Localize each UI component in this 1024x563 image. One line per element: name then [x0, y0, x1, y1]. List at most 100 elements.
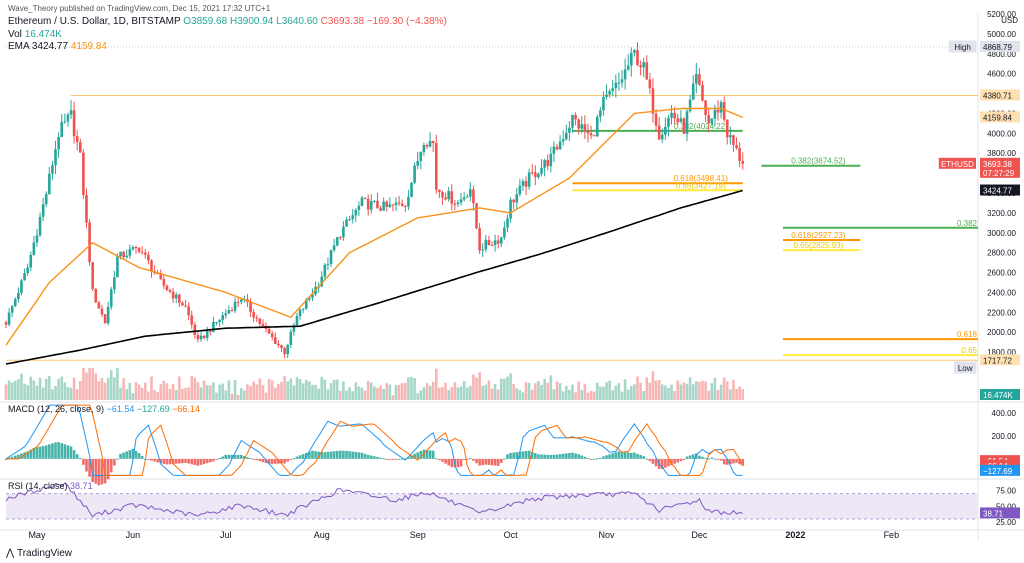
candle-body: [239, 299, 243, 302]
fib-level-label: 0.382(3674.52): [791, 157, 846, 166]
macd-hist-bar: [128, 450, 132, 459]
candle-body: [26, 267, 29, 274]
candle-body: [373, 200, 376, 202]
volume-bar: [673, 391, 676, 400]
price-tag-label-box: [938, 157, 976, 169]
candle-body: [150, 260, 153, 272]
macd-hist-bar: [345, 450, 348, 459]
macd-hist-bar: [537, 454, 540, 459]
candle-body: [438, 189, 441, 193]
volume-bar: [360, 387, 364, 400]
macd-hist-bar: [78, 458, 82, 460]
price-tag-label: Low: [958, 364, 973, 373]
candle-body: [400, 203, 404, 206]
volume-bar: [246, 384, 249, 400]
macd-hist-bar: [113, 458, 116, 466]
macd-hist-bar: [670, 458, 673, 466]
candle-body: [695, 74, 698, 84]
candle-body: [719, 102, 723, 113]
volume-bar: [496, 389, 500, 400]
volume-bar: [57, 378, 60, 400]
macd-hist-bar: [487, 458, 491, 465]
volume-bar: [48, 376, 51, 400]
candle-body: [41, 204, 45, 217]
volume-bar: [450, 387, 454, 400]
ohlc-change: −169.30 (−4.38%): [366, 16, 447, 27]
volume-bar: [599, 386, 602, 400]
time-tick-label: Oct: [504, 530, 519, 540]
price-tick-label: 5000.00: [987, 30, 1016, 39]
candle-body: [366, 198, 370, 210]
volume-bar: [181, 388, 184, 400]
volume-bar: [623, 379, 627, 400]
macd-hist-bar: [20, 453, 23, 459]
volume-bar: [94, 373, 98, 400]
candle-body: [91, 262, 94, 289]
price-tag-countdown: 07:27:29: [983, 169, 1015, 178]
macd-hist-bar: [397, 458, 401, 460]
candle-body: [537, 173, 540, 178]
candle-body: [614, 82, 618, 89]
price-tag-box: [980, 111, 1020, 123]
macd-hist-bar: [277, 458, 280, 464]
macd-hist-bar: [10, 456, 14, 459]
macd-hist-bar: [394, 458, 398, 460]
candle-body: [113, 277, 116, 290]
candle-body: [171, 291, 175, 299]
volume-bar: [109, 370, 113, 400]
candle-body: [190, 315, 194, 325]
macd-hist-bar: [738, 458, 741, 465]
candle-body: [602, 96, 605, 111]
macd-hist-bar: [224, 454, 228, 459]
volume-bar: [376, 387, 379, 400]
candle-body: [512, 199, 515, 203]
macd-hist-bar: [339, 450, 342, 459]
volume-bar: [422, 387, 426, 400]
candle-body: [506, 218, 509, 228]
candle-body: [230, 310, 234, 312]
volume-bar: [20, 373, 23, 400]
candle-body: [425, 145, 429, 147]
volume-bar: [249, 386, 252, 400]
macd-hist-bar: [354, 452, 358, 459]
macd-hist-bar: [704, 457, 707, 459]
candle-body: [499, 237, 503, 244]
candle-body: [527, 172, 531, 187]
volume-bar: [438, 387, 441, 400]
candle-body: [469, 189, 472, 197]
volume-bar: [704, 381, 707, 400]
volume-bar: [63, 382, 67, 400]
volume-bar: [583, 383, 587, 400]
macd-hist-bar: [521, 451, 525, 459]
macd-hist-bar: [503, 458, 506, 460]
macd-hist-bar: [357, 452, 361, 459]
volume-bar: [407, 377, 410, 400]
macd-hist-bar: [524, 451, 528, 459]
macd-hist-bar: [215, 458, 218, 460]
macd-hist-bar: [17, 454, 20, 459]
ema-slow-line: [5, 189, 743, 365]
macd-hist-bar: [301, 454, 305, 459]
macd-hist-bar: [23, 452, 26, 459]
candle-body: [685, 111, 689, 134]
volume-bar: [524, 382, 528, 400]
macd-hist-bar: [667, 458, 670, 467]
macd-hist-bar: [131, 448, 135, 459]
volume-bar: [719, 384, 723, 400]
macd-hist-bar: [685, 456, 689, 459]
volume-bar: [137, 384, 141, 400]
volume-bars: [4, 368, 745, 400]
candle-body: [462, 197, 466, 200]
volume-bar: [32, 380, 36, 400]
candle-body: [7, 312, 11, 325]
macd-hist-bar: [512, 452, 515, 459]
macd-tag-value: −127.69: [983, 467, 1013, 476]
candle-body: [459, 199, 463, 203]
volume-bar: [35, 385, 39, 400]
candle-body: [738, 148, 741, 161]
price-tick-label: 2800.00: [987, 249, 1016, 258]
candle-body: [660, 134, 664, 140]
volume-bar: [605, 382, 608, 400]
volume-bar: [580, 389, 584, 400]
candle-body: [320, 276, 324, 287]
